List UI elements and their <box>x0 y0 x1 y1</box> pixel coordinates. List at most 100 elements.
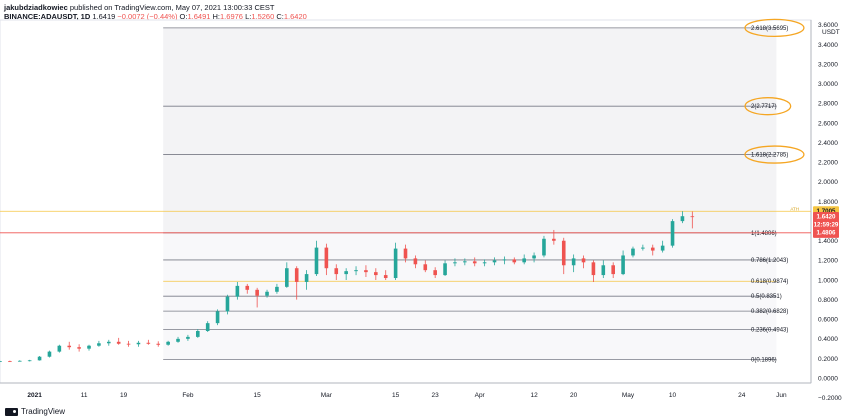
fib-zone <box>163 27 777 107</box>
candle-body <box>403 248 408 259</box>
candle-body <box>255 289 259 296</box>
x-tick-label: 23 <box>432 392 440 399</box>
fib-zone <box>163 154 777 233</box>
y-tick-label: 1.8000 <box>818 199 838 206</box>
candle-body <box>37 356 42 361</box>
candle-body <box>611 265 615 275</box>
last-price-tag-text: 12:59:29 <box>814 222 839 229</box>
y-tick-label: 0.6000 <box>818 317 838 324</box>
candle-body <box>156 343 161 345</box>
candle-body <box>215 311 220 324</box>
fib-label-1.618: 1.618(2.2785) <box>751 153 788 159</box>
fib-zone <box>163 311 777 330</box>
fib-1-price-tag-text: 1.4806 <box>817 229 836 236</box>
candle-body <box>641 247 645 249</box>
x-tick-label: 20 <box>570 392 578 399</box>
candle-body <box>126 343 131 345</box>
candle-body <box>482 262 487 264</box>
x-tick-label: 10 <box>669 392 677 399</box>
candle-body <box>542 238 546 256</box>
fib-label-0.786: 0.786(1.2043) <box>751 258 788 264</box>
x-tick-label: Mar <box>321 392 333 399</box>
candle-body <box>393 248 398 279</box>
candle-body <box>27 360 32 362</box>
candle-body <box>67 345 72 348</box>
annotation-circle-1.618 <box>744 145 805 164</box>
candle-body <box>77 347 81 349</box>
x-tick-label: Feb <box>182 392 194 399</box>
fib-label-0.618: 0.618(0.9874) <box>751 279 788 285</box>
y-tick-label: 1.4000 <box>818 238 838 245</box>
author-name[interactable]: jakubdziadkowiec <box>4 3 68 12</box>
y-tick-label: −0.2000 <box>818 395 842 402</box>
candle-body <box>285 268 289 287</box>
candle-body <box>294 268 299 282</box>
fib-zone <box>163 259 777 282</box>
x-tick-label: 24 <box>738 392 746 399</box>
candle-body <box>690 216 695 218</box>
x-tick-label: 11 <box>81 392 88 399</box>
candle-body <box>512 259 517 263</box>
candle-body <box>304 274 309 282</box>
candle-body <box>146 342 151 344</box>
candle-body <box>17 360 22 362</box>
fib-zone <box>163 329 777 360</box>
tradingview-footer[interactable]: TradingView <box>5 407 65 416</box>
fib-zone <box>163 296 777 312</box>
x-tick-label: Jun <box>776 392 787 399</box>
tradingview-brand: TradingView <box>21 407 66 416</box>
candle-body <box>492 260 497 263</box>
publish-text: published on TradingView.com, May 07, 20… <box>69 3 275 12</box>
x-tick-label: Apr <box>475 392 486 399</box>
fib-1-price-tag-bg <box>813 227 839 238</box>
y-tick-label: 1.2000 <box>818 258 838 265</box>
x-tick-label: 12 <box>530 392 538 399</box>
candle-body <box>453 262 457 264</box>
candle-body <box>581 258 586 263</box>
candle-body <box>47 351 52 357</box>
candle-body <box>443 263 447 276</box>
y-tick-label: 3.4000 <box>818 42 838 49</box>
y-tick-label: 2.2000 <box>818 160 838 167</box>
candle-body <box>591 262 596 276</box>
candle-body <box>87 345 91 349</box>
candle-body <box>116 341 121 344</box>
candle-body <box>136 342 141 345</box>
candle-body <box>571 258 576 266</box>
tradingview-logo-icon <box>5 407 18 416</box>
candle-body <box>383 275 388 279</box>
ohlc-low-value: 1.5260 <box>251 12 275 21</box>
candle-body <box>0 361 2 363</box>
symbol-name[interactable]: BINANCE:ADAUSDT, 1D <box>4 12 91 21</box>
fib-label-0: 0(0.1896) <box>751 357 777 363</box>
candle-body <box>423 264 428 271</box>
last-price-tag-bg <box>813 212 839 231</box>
candle-body <box>433 270 437 276</box>
y-tick-label: 1.0000 <box>818 277 838 284</box>
candle-body <box>463 261 467 263</box>
candle-body <box>552 238 556 241</box>
candle-body <box>205 323 210 332</box>
fib-zone <box>163 232 777 260</box>
x-tick-label: 15 <box>254 392 262 399</box>
candle-body <box>324 247 329 269</box>
candle-body <box>196 331 200 337</box>
y-tick-label: 2.4000 <box>818 140 838 147</box>
ath-price-tag-text: 1.7005 <box>817 208 836 215</box>
fib-zone <box>163 281 777 297</box>
x-tick-label: 15 <box>392 392 400 399</box>
ohlc-high-value: 1.6976 <box>220 12 243 21</box>
candle-body <box>8 361 12 363</box>
candle-body <box>314 247 319 275</box>
candle-body <box>532 255 536 259</box>
candle-body <box>265 291 269 296</box>
x-tick-label: May <box>622 392 635 399</box>
ohlc-open-value: 1.6491 <box>187 12 211 21</box>
ohlc-close-key: C: <box>276 12 284 21</box>
candle-body <box>176 338 180 342</box>
ohlc-open-key: O: <box>179 12 188 21</box>
candle-body <box>670 221 675 246</box>
ohlc-close-value: 1.6420 <box>283 12 307 21</box>
change-value: −0.0072 (−0.44%) <box>117 12 178 21</box>
